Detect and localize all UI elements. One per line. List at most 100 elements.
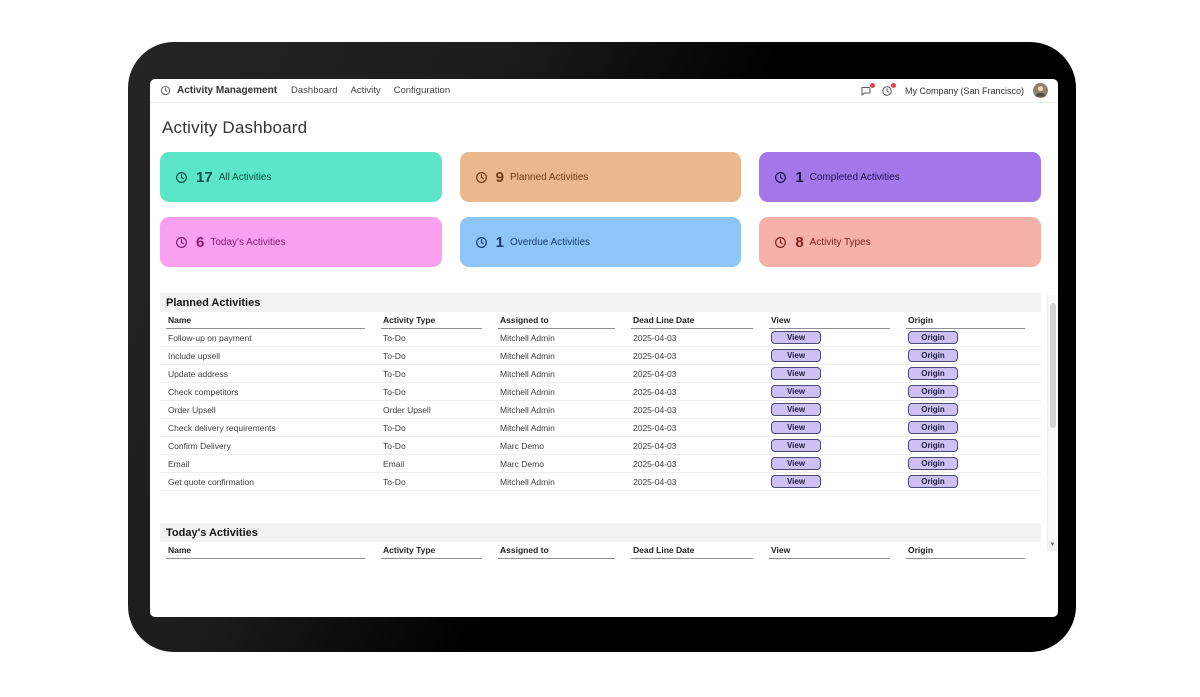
stat-card-planned-activities[interactable]: 9 Planned Activities bbox=[459, 152, 742, 202]
origin-button[interactable]: Origin bbox=[908, 331, 958, 344]
stat-label: Planned Activities bbox=[510, 171, 589, 183]
device-frame: Activity Management Dashboard Activity C… bbox=[128, 42, 1076, 652]
column-header-view: View bbox=[769, 313, 890, 329]
menu-activity[interactable]: Activity bbox=[350, 85, 381, 96]
stat-label: All Activities bbox=[218, 171, 272, 183]
stat-card-completed-activities[interactable]: 1 Completed Activities bbox=[759, 152, 1041, 202]
vertical-scrollbar[interactable]: ▼ bbox=[1047, 295, 1057, 551]
cell-name: Update address bbox=[168, 368, 229, 379]
cell-activity-type: To-Do bbox=[383, 440, 406, 451]
stat-card-todays-activities[interactable]: 6 Today's Activities bbox=[160, 217, 442, 267]
origin-button[interactable]: Origin bbox=[908, 385, 958, 398]
cell-name: Get quote confirmation bbox=[168, 476, 254, 487]
planned-activities-section: Planned Activities Name Activity Type As… bbox=[160, 293, 1041, 491]
scrollbar-thumb[interactable] bbox=[1050, 303, 1056, 428]
cell-name: Confirm Delivery bbox=[168, 440, 231, 451]
origin-button[interactable]: Origin bbox=[908, 439, 958, 452]
cell-deadline: 2025-04-03 bbox=[633, 332, 677, 343]
stat-card-all-activities[interactable]: 17 All Activities bbox=[160, 152, 442, 202]
cell-deadline: 2025-04-03 bbox=[633, 386, 677, 397]
stat-label: Activity Types bbox=[809, 236, 871, 248]
cell-name: Order Upsell bbox=[168, 404, 216, 415]
cell-activity-type: To-Do bbox=[383, 332, 406, 343]
origin-button[interactable]: Origin bbox=[908, 457, 958, 470]
clock-icon bbox=[175, 171, 188, 184]
view-button[interactable]: View bbox=[771, 439, 821, 452]
stat-card-overdue-activities[interactable]: 1 Overdue Activities bbox=[459, 217, 742, 267]
cell-assigned-to: Mitchell Admin bbox=[500, 476, 555, 487]
cell-deadline: 2025-04-03 bbox=[633, 404, 677, 415]
origin-button[interactable]: Origin bbox=[908, 475, 958, 488]
table-row: Check competitors To-Do Mitchell Admin 2… bbox=[160, 383, 1041, 401]
cell-deadline: 2025-04-03 bbox=[633, 368, 677, 379]
todays-activities-section: Today's Activities Name Activity Type As… bbox=[160, 523, 1041, 559]
cell-name: Include upsell bbox=[168, 350, 220, 361]
cell-deadline: 2025-04-03 bbox=[633, 476, 677, 487]
cell-name: Email bbox=[168, 458, 190, 469]
company-switcher[interactable]: My Company (San Francisco) bbox=[904, 85, 1024, 96]
stat-label: Completed Activities bbox=[809, 171, 900, 183]
clock-icon bbox=[475, 236, 488, 249]
stat-label: Today's Activities bbox=[210, 236, 286, 248]
table-row: Follow-up on payment To-Do Mitchell Admi… bbox=[160, 329, 1041, 347]
view-button[interactable]: View bbox=[771, 367, 821, 380]
clock-icon bbox=[774, 236, 787, 249]
scroll-down-arrow-icon[interactable]: ▼ bbox=[1048, 539, 1057, 551]
stat-cards: 17 All Activities 9 Planned Activities 1… bbox=[160, 152, 1041, 267]
table-header-row: Name Activity Type Assigned to Dead Line… bbox=[160, 542, 1041, 559]
table-header-row: Name Activity Type Assigned to Dead Line… bbox=[160, 312, 1041, 329]
column-header-origin: Origin bbox=[906, 543, 1025, 559]
stat-count: 1 bbox=[495, 233, 504, 251]
column-header-name: Name bbox=[166, 543, 365, 559]
menu-configuration[interactable]: Configuration bbox=[393, 85, 451, 96]
app-icon bbox=[160, 85, 171, 96]
table-row: Confirm Delivery To-Do Marc Demo 2025-04… bbox=[160, 437, 1041, 455]
column-header-name: Name bbox=[166, 313, 365, 329]
column-header-activity-type: Activity Type bbox=[381, 313, 482, 329]
view-button[interactable]: View bbox=[771, 421, 821, 434]
activities-icon[interactable] bbox=[881, 81, 897, 97]
cell-assigned-to: Marc Demo bbox=[500, 458, 544, 469]
app-name[interactable]: Activity Management bbox=[177, 85, 278, 96]
stat-label: Overdue Activities bbox=[510, 236, 591, 248]
stat-count: 6 bbox=[196, 233, 205, 251]
cell-activity-type: To-Do bbox=[383, 368, 406, 379]
column-header-deadline: Dead Line Date bbox=[631, 543, 753, 559]
menu-dashboard[interactable]: Dashboard bbox=[291, 85, 338, 96]
planned-activities-table: Follow-up on payment To-Do Mitchell Admi… bbox=[160, 329, 1041, 491]
view-button[interactable]: View bbox=[771, 403, 821, 416]
view-button[interactable]: View bbox=[771, 385, 821, 398]
view-button[interactable]: View bbox=[771, 349, 821, 362]
clock-icon bbox=[175, 236, 188, 249]
origin-button[interactable]: Origin bbox=[908, 367, 958, 380]
messages-badge bbox=[868, 81, 876, 89]
cell-name: Check competitors bbox=[168, 386, 239, 397]
top-navbar: Activity Management Dashboard Activity C… bbox=[150, 79, 1058, 103]
cell-assigned-to: Marc Demo bbox=[500, 440, 544, 451]
cell-assigned-to: Mitchell Admin bbox=[500, 332, 555, 343]
stat-count: 8 bbox=[795, 233, 804, 251]
cell-activity-type: To-Do bbox=[383, 386, 406, 397]
view-button[interactable]: View bbox=[771, 475, 821, 488]
cell-activity-type: To-Do bbox=[383, 422, 406, 433]
origin-button[interactable]: Origin bbox=[908, 349, 958, 362]
table-row: Order Upsell Order Upsell Mitchell Admin… bbox=[160, 401, 1041, 419]
clock-icon bbox=[475, 171, 488, 184]
stat-count: 9 bbox=[495, 168, 504, 186]
column-header-deadline: Dead Line Date bbox=[631, 313, 753, 329]
cell-name: Follow-up on payment bbox=[168, 332, 252, 343]
origin-button[interactable]: Origin bbox=[908, 403, 958, 416]
view-button[interactable]: View bbox=[771, 457, 821, 470]
origin-button[interactable]: Origin bbox=[908, 421, 958, 434]
stat-card-activity-types[interactable]: 8 Activity Types bbox=[759, 217, 1041, 267]
cell-deadline: 2025-04-03 bbox=[633, 458, 677, 469]
user-avatar[interactable] bbox=[1033, 83, 1048, 98]
cell-name: Check delivery requirements bbox=[168, 422, 276, 433]
cell-activity-type: Email bbox=[383, 458, 405, 469]
column-header-origin: Origin bbox=[906, 313, 1025, 329]
view-button[interactable]: View bbox=[771, 331, 821, 344]
page-title: Activity Dashboard bbox=[162, 118, 308, 137]
stat-count: 1 bbox=[795, 168, 804, 186]
messages-icon[interactable] bbox=[860, 81, 876, 97]
activities-badge bbox=[889, 81, 897, 89]
